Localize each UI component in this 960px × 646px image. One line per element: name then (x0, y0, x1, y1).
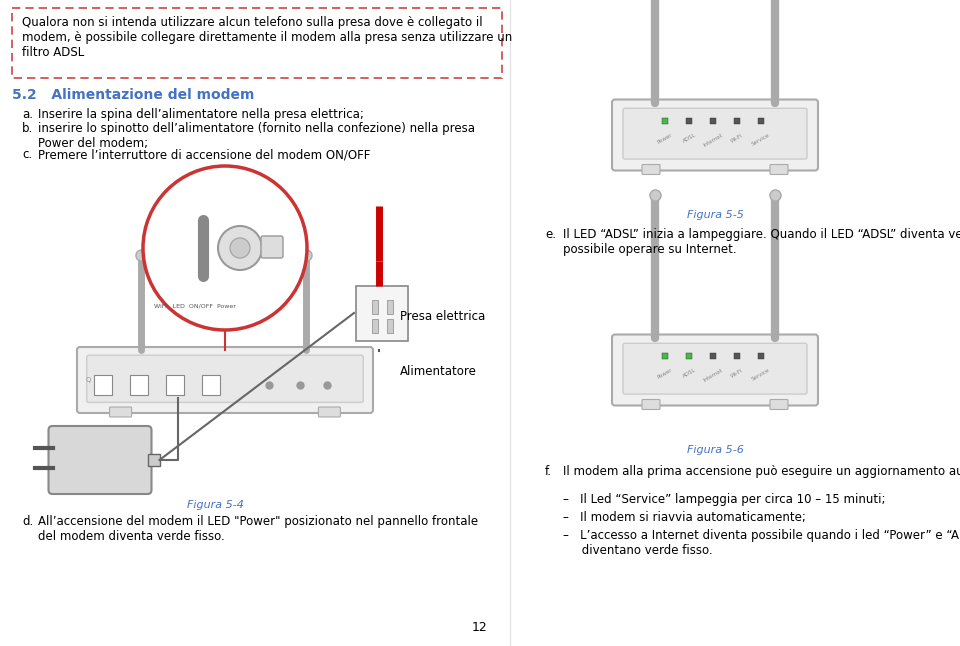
Bar (12, 8, 502, 78)
Text: Wi-Fi: Wi-Fi (730, 132, 744, 143)
Text: b.: b. (22, 122, 34, 135)
Text: Il LED “ADSL” inizia a lampeggiare. Quando il LED “ADSL” diventa verde fisso è
p: Il LED “ADSL” inizia a lampeggiare. Quan… (563, 228, 960, 256)
FancyBboxPatch shape (372, 300, 378, 314)
Text: –   Il modem si riavvia automaticamente;: – Il modem si riavvia automaticamente; (563, 511, 805, 524)
Circle shape (218, 226, 262, 270)
Text: Service: Service (751, 368, 771, 382)
FancyBboxPatch shape (109, 407, 132, 417)
Circle shape (230, 238, 250, 258)
FancyBboxPatch shape (387, 300, 393, 314)
Text: Internet: Internet (703, 368, 724, 383)
FancyBboxPatch shape (356, 286, 408, 340)
Text: Q: Q (85, 377, 91, 383)
Text: 12: 12 (472, 621, 488, 634)
FancyBboxPatch shape (49, 426, 152, 494)
FancyBboxPatch shape (166, 375, 183, 395)
Text: f.: f. (545, 465, 552, 478)
FancyBboxPatch shape (94, 375, 112, 395)
Text: Premere l’interruttore di accensione del modem ON/OFF: Premere l’interruttore di accensione del… (38, 148, 371, 161)
Text: Service: Service (751, 132, 771, 147)
FancyBboxPatch shape (642, 399, 660, 410)
Text: ADSL: ADSL (682, 132, 697, 144)
Text: d.: d. (22, 515, 34, 528)
FancyBboxPatch shape (623, 343, 807, 394)
FancyBboxPatch shape (372, 319, 378, 333)
Text: Figura 5-6: Figura 5-6 (686, 445, 743, 455)
Text: Wi-Fi: Wi-Fi (730, 368, 744, 379)
Text: Figura 5-4: Figura 5-4 (186, 500, 244, 510)
Text: Power: Power (657, 132, 673, 145)
Text: Internet: Internet (703, 132, 724, 148)
FancyBboxPatch shape (77, 347, 373, 413)
Text: All’accensione del modem il LED "Power" posizionato nel pannello frontale
del mo: All’accensione del modem il LED "Power" … (38, 515, 478, 543)
FancyBboxPatch shape (770, 165, 788, 174)
FancyBboxPatch shape (148, 454, 159, 466)
FancyBboxPatch shape (642, 165, 660, 174)
Text: Power: Power (657, 368, 673, 380)
Text: inserire lo spinotto dell’alimentatore (fornito nella confezione) nella presa
Po: inserire lo spinotto dell’alimentatore (… (38, 122, 475, 150)
FancyBboxPatch shape (86, 355, 363, 402)
FancyBboxPatch shape (130, 375, 148, 395)
Text: ADSL: ADSL (682, 368, 697, 379)
FancyBboxPatch shape (770, 399, 788, 410)
Text: c.: c. (22, 148, 32, 161)
FancyBboxPatch shape (612, 99, 818, 171)
Text: Il modem alla prima accensione può eseguire un aggiornamento automatico:: Il modem alla prima accensione può esegu… (563, 465, 960, 478)
Text: Alimentatore: Alimentatore (400, 365, 477, 378)
Text: Qualora non si intenda utilizzare alcun telefono sulla presa dove è collegato il: Qualora non si intenda utilizzare alcun … (22, 16, 513, 59)
FancyBboxPatch shape (319, 407, 341, 417)
FancyBboxPatch shape (623, 109, 807, 159)
Text: –   Il Led “Service” lampeggia per circa 10 – 15 minuti;: – Il Led “Service” lampeggia per circa 1… (563, 493, 885, 506)
FancyBboxPatch shape (612, 335, 818, 406)
Text: WiFi   LED  ON/OFF  Power: WiFi LED ON/OFF Power (154, 303, 236, 308)
FancyBboxPatch shape (202, 375, 220, 395)
FancyBboxPatch shape (387, 319, 393, 333)
FancyBboxPatch shape (261, 236, 283, 258)
Text: e.: e. (545, 228, 556, 241)
Text: Presa elettrica: Presa elettrica (400, 310, 485, 323)
Text: Figura 5-5: Figura 5-5 (686, 210, 743, 220)
Text: Inserire la spina dell’alimentatore nella presa elettrica;: Inserire la spina dell’alimentatore nell… (38, 108, 364, 121)
Circle shape (143, 166, 307, 330)
Text: –   L’accesso a Internet diventa possibile quando i led “Power” e “ADSL”
     di: – L’accesso a Internet diventa possibile… (563, 529, 960, 557)
Text: 5.2   Alimentazione del modem: 5.2 Alimentazione del modem (12, 88, 254, 102)
Text: a.: a. (22, 108, 33, 121)
